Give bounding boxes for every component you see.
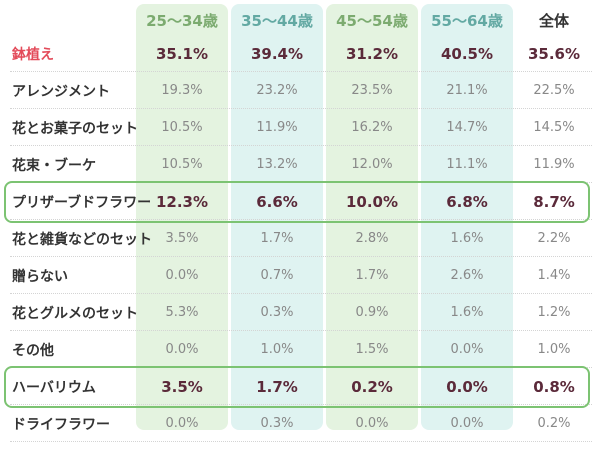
value-cell: 1.4%	[537, 268, 571, 283]
table-row: 花束・ブーケ 10.5% 13.2% 12.0% 11.1% 11.9%	[0, 146, 600, 183]
row-divider	[10, 71, 592, 72]
value-cell: 3.5%	[165, 231, 199, 246]
row-divider	[10, 219, 592, 220]
value-cell: 11.9%	[256, 120, 298, 135]
column-header: 45〜54歳	[336, 11, 408, 30]
value-cell: 10.5%	[161, 157, 203, 172]
value-cell: 1.6%	[450, 305, 484, 320]
value-cell: 0.0%	[165, 268, 199, 283]
value-cell: 0.2%	[537, 416, 571, 431]
value-cell: 2.2%	[537, 231, 571, 246]
column-header: 55〜64歳	[431, 11, 503, 30]
row-label: ドライフラワー	[12, 416, 110, 433]
value-cell: 22.5%	[533, 83, 575, 98]
value-cell: 0.2%	[351, 377, 393, 396]
value-cell: 21.1%	[446, 83, 488, 98]
row-label: ハーバリウム	[12, 379, 96, 396]
value-cell: 0.3%	[260, 305, 294, 320]
value-cell: 23.5%	[351, 83, 393, 98]
value-cell: 14.7%	[446, 120, 488, 135]
table-row: プリザーブドフラワー 12.3% 6.6% 10.0% 6.8% 8.7%	[0, 183, 600, 220]
value-cell: 8.7%	[533, 192, 575, 211]
value-cell: 1.5%	[355, 342, 389, 357]
row-label: 贈らない	[12, 268, 68, 285]
value-cell: 6.8%	[446, 192, 488, 211]
value-cell: 0.0%	[446, 377, 488, 396]
value-cell: 3.5%	[161, 377, 203, 396]
row-divider	[10, 145, 592, 146]
row-divider	[10, 293, 592, 294]
value-cell: 11.9%	[533, 157, 575, 172]
row-label: 鉢植え	[12, 46, 54, 63]
row-divider	[10, 108, 592, 109]
value-cell: 10.0%	[345, 192, 399, 211]
value-cell: 1.7%	[355, 268, 389, 283]
row-highlight-frame	[4, 366, 590, 408]
table-row: 鉢植え 35.1% 39.4% 31.2% 40.5% 35.6%	[0, 35, 600, 72]
column-background	[421, 4, 513, 430]
value-cell: 0.3%	[260, 416, 294, 431]
value-cell: 39.4%	[250, 44, 304, 63]
value-cell: 2.6%	[450, 268, 484, 283]
value-cell: 10.5%	[161, 120, 203, 135]
value-cell: 14.5%	[533, 120, 575, 135]
column-header: 全体	[538, 11, 569, 30]
value-cell: 0.7%	[260, 268, 294, 283]
value-cell: 1.0%	[537, 342, 571, 357]
value-cell: 40.5%	[440, 44, 494, 63]
value-cell: 0.8%	[533, 377, 575, 396]
column-header: 25〜34歳	[146, 11, 218, 30]
table-row: 花と雑貨などのセット 3.5% 1.7% 2.8% 1.6% 2.2%	[0, 220, 600, 257]
row-label: その他	[12, 342, 54, 359]
table-row: ハーバリウム 3.5% 1.7% 0.2% 0.0% 0.8%	[0, 368, 600, 405]
column-background	[136, 4, 228, 430]
row-label: 花と雑貨などのセット	[12, 231, 152, 248]
row-divider	[10, 441, 592, 442]
table-row: ドライフラワー 0.0% 0.3% 0.0% 0.0% 0.2%	[0, 405, 600, 442]
row-label: プリザーブドフラワー	[12, 194, 152, 211]
column-background	[231, 4, 323, 430]
value-cell: 16.2%	[351, 120, 393, 135]
value-cell: 12.0%	[351, 157, 393, 172]
row-label: 花とグルメのセット	[12, 305, 138, 322]
value-cell: 19.3%	[161, 83, 203, 98]
table-row: その他 0.0% 1.0% 1.5% 0.0% 1.0%	[0, 331, 600, 368]
value-cell: 2.8%	[355, 231, 389, 246]
row-divider	[10, 330, 592, 331]
value-cell: 35.6%	[527, 44, 581, 63]
value-cell: 31.2%	[345, 44, 399, 63]
value-cell: 6.6%	[256, 192, 298, 211]
value-cell: 1.0%	[260, 342, 294, 357]
value-cell: 35.1%	[155, 44, 209, 63]
value-cell: 0.9%	[355, 305, 389, 320]
value-cell: 0.0%	[450, 416, 484, 431]
table-row: アレンジメント 19.3% 23.2% 23.5% 21.1% 22.5%	[0, 72, 600, 109]
table-row: 贈らない 0.0% 0.7% 1.7% 2.6% 1.4%	[0, 257, 600, 294]
column-background	[326, 4, 418, 430]
column-header: 35〜44歳	[241, 11, 313, 30]
value-cell: 5.3%	[165, 305, 199, 320]
value-cell: 1.7%	[256, 377, 298, 396]
value-cell: 1.6%	[450, 231, 484, 246]
value-cell: 1.2%	[537, 305, 571, 320]
table-row: 花とお菓子のセット 10.5% 11.9% 16.2% 14.7% 14.5%	[0, 109, 600, 146]
table-row: 花とグルメのセット 5.3% 0.3% 0.9% 1.6% 1.2%	[0, 294, 600, 331]
value-cell: 12.3%	[155, 192, 209, 211]
value-cell: 0.0%	[165, 416, 199, 431]
row-highlight-frame	[4, 181, 590, 223]
row-divider	[10, 256, 592, 257]
value-cell: 13.2%	[256, 157, 298, 172]
row-label: 花とお菓子のセット	[12, 120, 138, 137]
value-cell: 0.0%	[450, 342, 484, 357]
value-cell: 0.0%	[355, 416, 389, 431]
row-label: 花束・ブーケ	[12, 157, 96, 174]
row-divider	[10, 404, 592, 405]
value-cell: 0.0%	[165, 342, 199, 357]
value-cell: 11.1%	[446, 157, 488, 172]
value-cell: 23.2%	[256, 83, 298, 98]
value-cell: 1.7%	[260, 231, 294, 246]
row-label: アレンジメント	[12, 83, 110, 100]
